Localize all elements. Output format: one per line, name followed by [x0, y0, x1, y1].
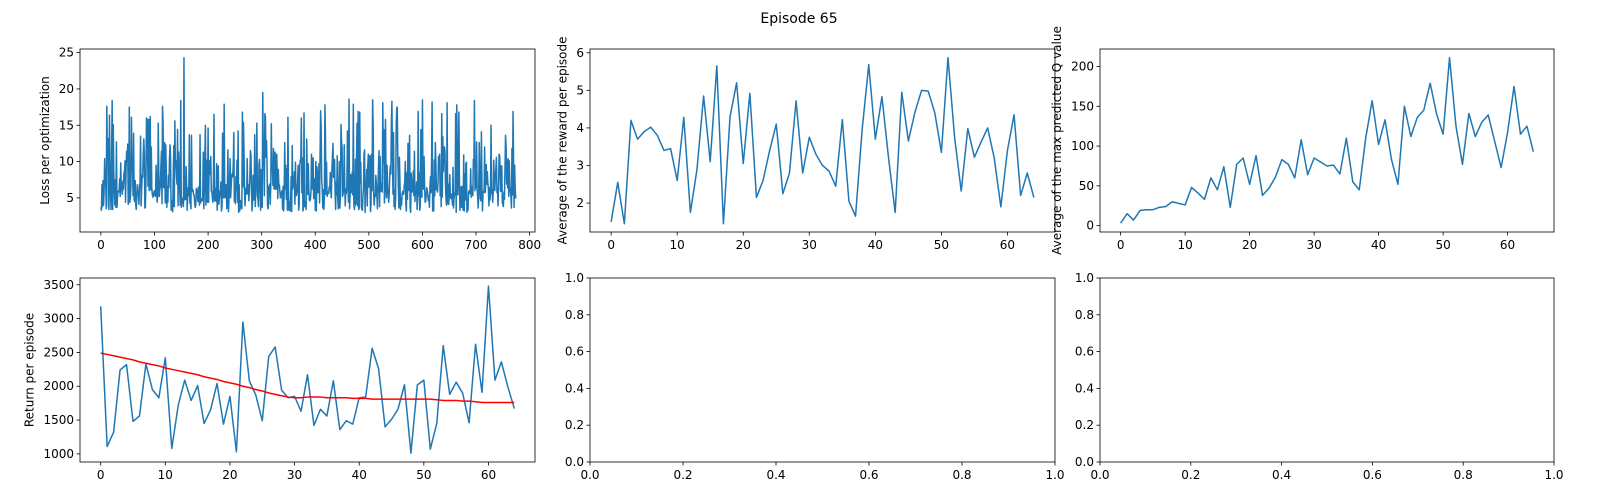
x-tick-label-empty-1: 0.8 — [952, 468, 971, 482]
y-tick-label-avg-reward: 6 — [576, 46, 584, 60]
x-tick-label-avg-max-q: 60 — [1500, 238, 1515, 252]
x-tick-label-avg-reward: 40 — [868, 238, 883, 252]
plot-frame-avg-max-q — [1099, 48, 1555, 233]
y-tick-label-return: 3000 — [43, 312, 74, 326]
x-tick-label-return: 60 — [481, 468, 496, 482]
y-tick-label-avg-reward: 5 — [576, 83, 584, 97]
y-tick-label-avg-max-q: 0 — [1086, 219, 1094, 233]
y-tick-label-empty-2: 0.0 — [1075, 455, 1094, 469]
x-tick-label-loss: 100 — [143, 238, 166, 252]
y-tick-label-return: 2500 — [43, 345, 74, 359]
x-tick-label-avg-max-q: 10 — [1177, 238, 1192, 252]
y-axis-label-avg-reward: Average of the reward per episode — [555, 36, 569, 244]
y-tick-label-empty-1: 0.6 — [565, 345, 584, 359]
y-tick-label-avg-reward: 3 — [576, 158, 584, 172]
y-tick-label-return: 1500 — [43, 413, 74, 427]
x-tick-label-avg-max-q: 30 — [1306, 238, 1321, 252]
x-tick-label-empty-2: 0.2 — [1181, 468, 1200, 482]
series-line-avg-max-q-0 — [1120, 57, 1535, 224]
x-tick-label-loss: 0 — [97, 238, 105, 252]
x-tick-label-empty-1: 0.0 — [580, 468, 599, 482]
x-tick-label-avg-reward: 20 — [736, 238, 751, 252]
y-tick-label-avg-max-q: 150 — [1071, 99, 1094, 113]
x-tick-label-return: 20 — [222, 468, 237, 482]
x-tick-label-return: 10 — [158, 468, 173, 482]
y-tick-label-avg-reward: 4 — [576, 121, 584, 135]
y-tick-label-empty-2: 0.8 — [1075, 308, 1094, 322]
x-tick-label-empty-1: 0.2 — [673, 468, 692, 482]
y-tick-label-avg-reward: 2 — [576, 196, 584, 210]
x-tick-label-empty-2: 1.0 — [1544, 468, 1563, 482]
x-tick-label-return: 50 — [416, 468, 431, 482]
y-tick-label-return: 3500 — [43, 278, 74, 292]
x-tick-label-empty-1: 0.4 — [766, 468, 785, 482]
x-tick-label-loss: 500 — [357, 238, 380, 252]
y-tick-label-empty-1: 0.0 — [565, 455, 584, 469]
y-tick-label-empty-2: 0.2 — [1075, 418, 1094, 432]
x-tick-label-loss: 400 — [304, 238, 327, 252]
y-axis-label-loss: Loss per optimization — [38, 76, 52, 205]
x-tick-label-loss: 300 — [250, 238, 273, 252]
series-line-loss-0 — [100, 56, 517, 214]
y-axis-label-return: Return per episode — [23, 313, 37, 427]
y-tick-label-empty-1: 0.2 — [565, 418, 584, 432]
x-tick-label-avg-reward: 30 — [802, 238, 817, 252]
chart-avg-max-q: 0 10 20 30 40 50 60 0 50 100 150 200 Average of the … — [1050, 26, 1555, 255]
x-tick-label-empty-2: 0.4 — [1272, 468, 1291, 482]
x-tick-label-loss: 200 — [197, 238, 220, 252]
x-tick-label-empty-2: 0.0 — [1090, 468, 1109, 482]
x-tick-label-loss: 700 — [465, 238, 488, 252]
plot-frame-return — [79, 277, 536, 463]
x-tick-label-empty-2: 0.8 — [1454, 468, 1473, 482]
x-tick-label-avg-reward: 0 — [607, 238, 615, 252]
x-tick-label-loss: 800 — [518, 238, 541, 252]
plot-frame-loss — [79, 48, 536, 233]
x-tick-label-avg-max-q: 50 — [1435, 238, 1450, 252]
x-tick-label-empty-2: 0.6 — [1363, 468, 1382, 482]
x-tick-label-avg-max-q: 40 — [1371, 238, 1386, 252]
x-tick-label-avg-max-q: 20 — [1242, 238, 1257, 252]
x-tick-label-avg-max-q: 0 — [1117, 238, 1125, 252]
y-axis-label-avg-max-q: Average of the max predicted Q value — [1050, 26, 1064, 255]
y-tick-label-empty-1: 0.4 — [565, 381, 584, 395]
y-tick-label-return: 1000 — [43, 447, 74, 461]
y-tick-label-empty-2: 0.4 — [1075, 381, 1094, 395]
chart-return: 0 10 20 30 40 50 60 1000 1500 2000 2500 3000 3500 Ret… — [23, 277, 536, 482]
x-tick-label-empty-1: 1.0 — [1045, 468, 1064, 482]
plot-frame-avg-reward — [589, 48, 1056, 233]
chart-empty-1: 0.0 0.2 0.4 0.6 0.8 1.0 0.0 0.2 0.4 0.6 0.8 1.0 — [565, 271, 1065, 482]
y-tick-label-empty-1: 0.8 — [565, 308, 584, 322]
plot-frame-empty-2 — [1099, 277, 1555, 463]
x-tick-label-avg-reward: 50 — [934, 238, 949, 252]
figure-title: Episode 65 — [760, 11, 837, 27]
y-tick-label-empty-2: 0.6 — [1075, 345, 1094, 359]
y-tick-label-avg-max-q: 100 — [1071, 139, 1094, 153]
y-tick-label-avg-max-q: 50 — [1079, 179, 1094, 193]
chart-avg-reward: 0 10 20 30 40 50 60 2 3 4 5 6 Average of the reward … — [555, 36, 1056, 252]
x-tick-label-avg-reward: 60 — [1000, 238, 1015, 252]
x-tick-label-loss: 600 — [411, 238, 434, 252]
y-tick-label-return: 2000 — [43, 379, 74, 393]
plot-frame-empty-1 — [589, 277, 1056, 463]
x-tick-label-empty-1: 0.6 — [859, 468, 878, 482]
series-line-return-1 — [100, 352, 515, 404]
y-tick-label-loss: 20 — [59, 82, 74, 96]
y-tick-label-empty-1: 1.0 — [565, 271, 584, 285]
x-tick-label-return: 40 — [352, 468, 367, 482]
y-tick-label-loss: 5 — [66, 191, 74, 205]
x-tick-label-return: 0 — [97, 468, 105, 482]
x-tick-label-return: 30 — [287, 468, 302, 482]
y-tick-label-loss: 25 — [59, 46, 74, 60]
x-tick-label-avg-reward: 10 — [670, 238, 685, 252]
y-tick-label-empty-2: 1.0 — [1075, 271, 1094, 285]
series-line-return-0 — [99, 285, 516, 454]
y-tick-label-loss: 10 — [59, 155, 74, 169]
chart-empty-2: 0.0 0.2 0.4 0.6 0.8 1.0 0.0 0.2 0.4 0.6 0.8 1.0 — [1075, 271, 1564, 482]
chart-loss: 0 100 200 300 400 500 600 700 800 5 10 15 20 25 Loss p… — [38, 46, 541, 252]
y-tick-label-loss: 15 — [59, 118, 74, 132]
y-tick-label-avg-max-q: 200 — [1071, 60, 1094, 74]
series-line-avg-reward-0 — [610, 56, 1035, 225]
